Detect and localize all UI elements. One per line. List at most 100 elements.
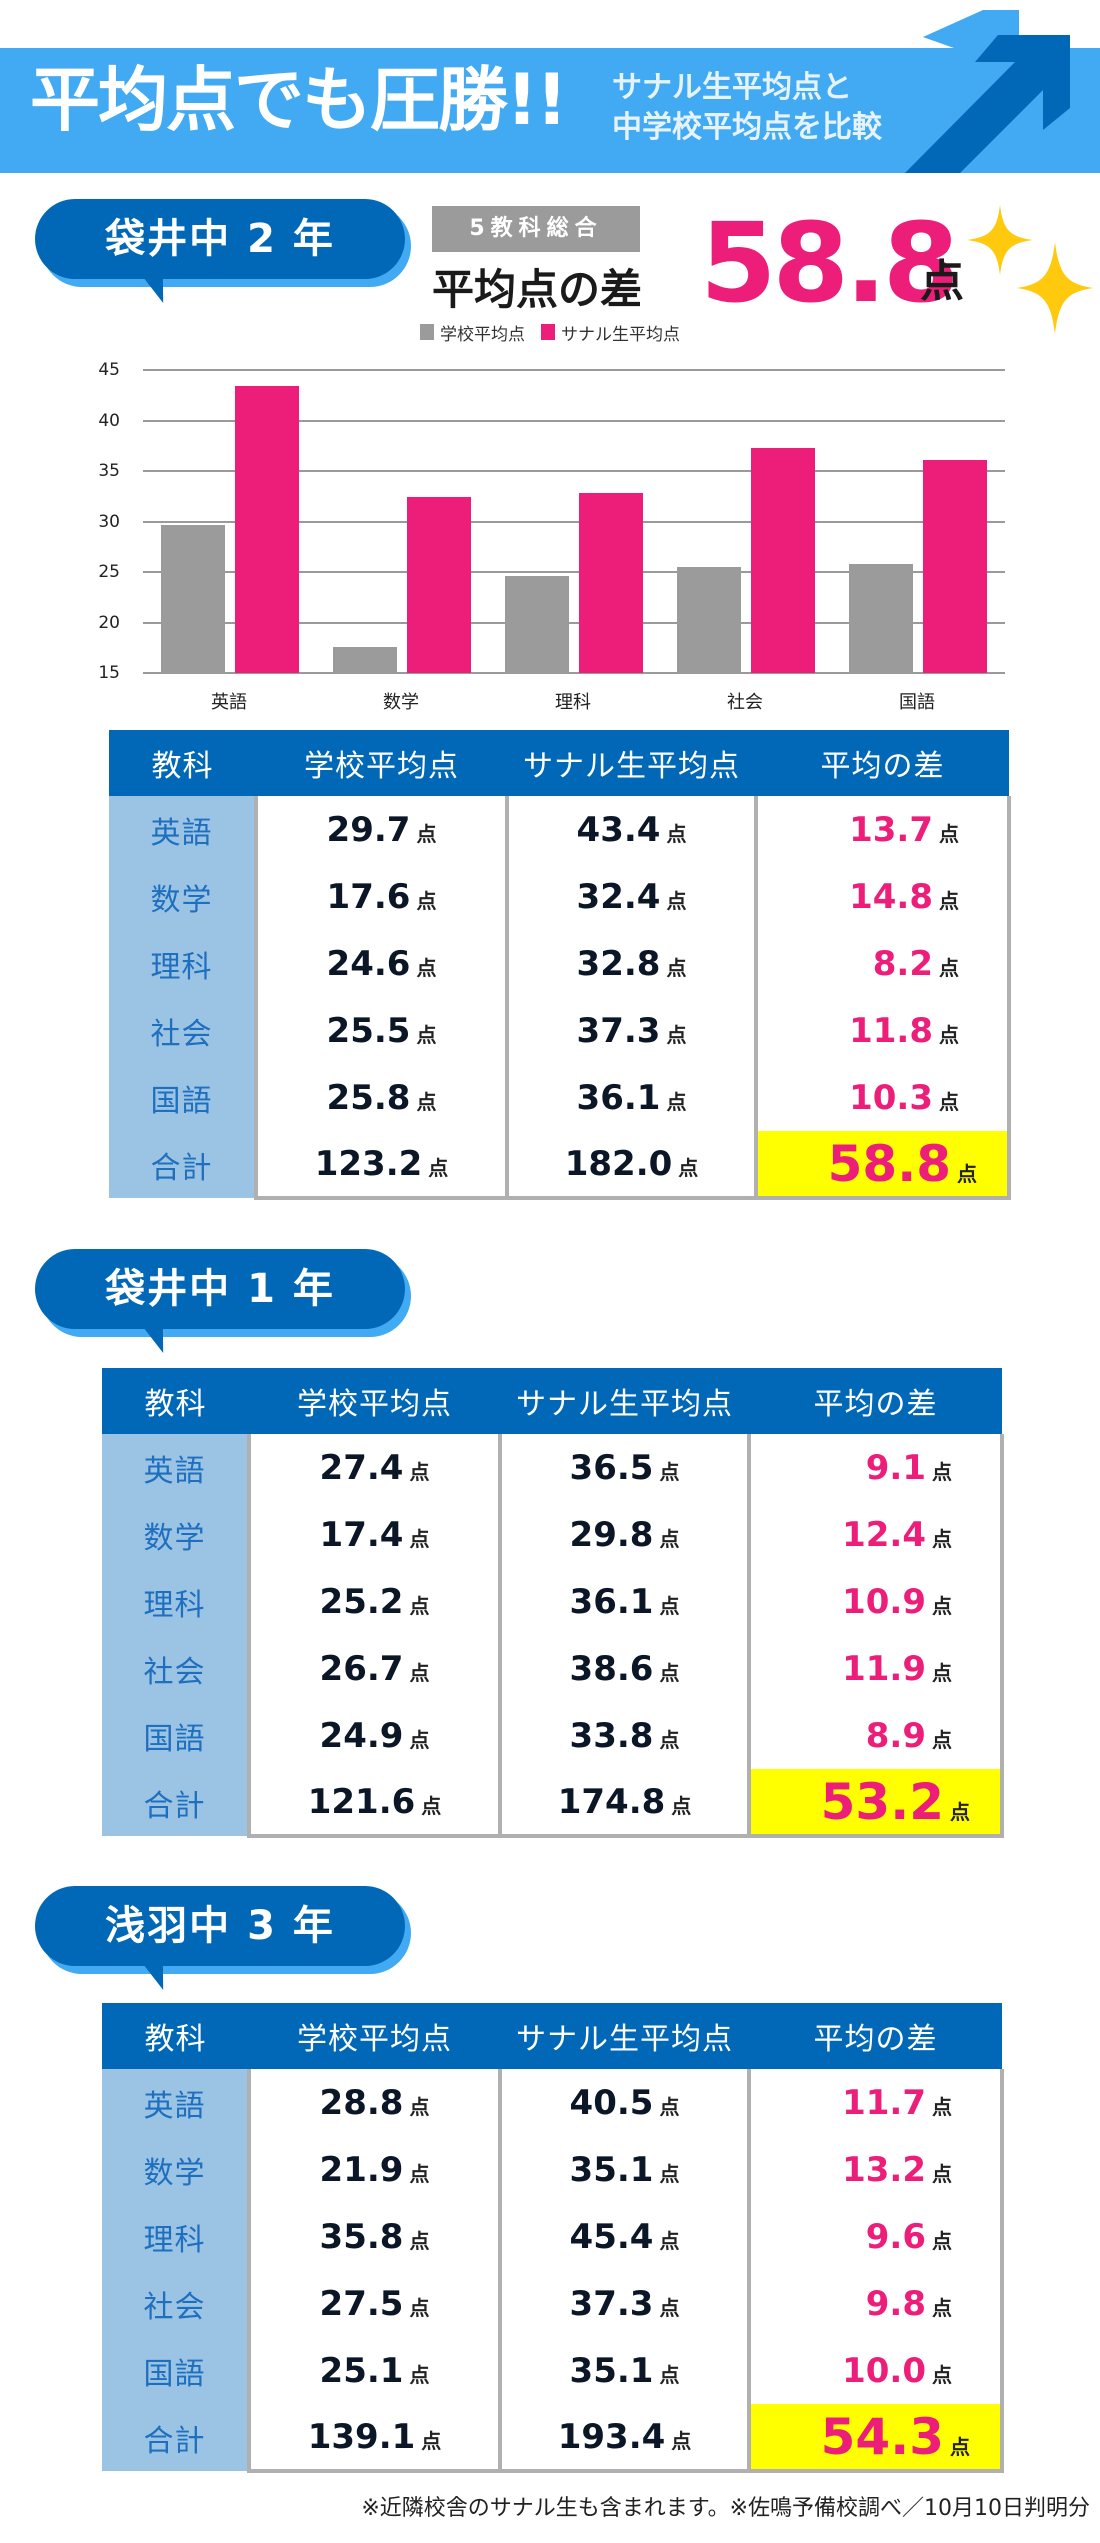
table-row: 国語 25.8 点 36.1 点 10.3 点 [109, 1064, 1011, 1131]
school-value: 35.8 [319, 2216, 404, 2257]
y-tick-label: 45 [98, 360, 120, 380]
table-row: 社会 26.7 点 38.6 点 11.9 点 [102, 1635, 1004, 1702]
subject-value: 英語 [143, 1453, 206, 1489]
cell-diff: 10.3 点 [754, 1064, 1011, 1131]
chart-legend: 学校平均点 サナル生平均点 [0, 320, 1100, 345]
cell-school: 21.9 点 [247, 2136, 500, 2203]
score-table-section-1: 教科 学校平均点 サナル生平均点 平均の差 英語 29.7 点 43.4 点 13.7 点数学 17.… [109, 730, 1011, 1200]
column-header: サナル生平均点 [500, 1368, 749, 1434]
unit-label: 点 [659, 2161, 680, 2186]
diff-value: 10.0 [842, 2350, 926, 2391]
banner-title: 平均点でも圧勝!! [30, 59, 568, 141]
subject-value: 社会 [150, 1016, 213, 1052]
table-row: 国語 24.9 点 33.8 点 8.9 点 [102, 1702, 1004, 1769]
bar-school [161, 524, 225, 673]
legend-swatch-school [420, 324, 434, 340]
diff-value: 12.4 [842, 1514, 926, 1555]
cell-diff: 8.2 点 [754, 930, 1011, 997]
sanaru-value: 32.8 [576, 943, 661, 984]
table-row: 英語 29.7 点 43.4 点 13.7 点 [109, 796, 1011, 863]
score-table-section-2: 教科 学校平均点 サナル生平均点 平均の差 英語 27.4 点 36.5 点 9.1 点数学 17.4… [102, 1368, 1004, 1838]
legend-label-sanaru: サナル生平均点 [561, 324, 680, 345]
bar-chart: 学校平均点 サナル生平均点 15 20 25 30 35 40 45 英語 数学 理科 社会 国語 [0, 320, 1100, 720]
table-row: 理科 35.8 点 45.4 点 9.6 点 [102, 2203, 1004, 2270]
unit-label: 点 [409, 1526, 430, 1551]
cell-sanaru: 40.5 点 [498, 2069, 749, 2136]
unit-label: 点 [416, 821, 437, 846]
bubble-body [35, 1886, 405, 1966]
table-row: 国語 25.1 点 35.1 点 10.0 点 [102, 2337, 1004, 2404]
unit-label: 点 [409, 1727, 430, 1752]
diff-value: 9.6 [865, 2216, 926, 2257]
sanaru-value: 37.3 [569, 2283, 654, 2324]
sanaru-value: 45.4 [569, 2216, 654, 2257]
table-header-row: 教科 学校平均点 サナル生平均点 平均の差 [102, 1368, 1002, 1434]
cell-school: 17.6 点 [254, 863, 507, 930]
legend-label-school: 学校平均点 [440, 324, 525, 345]
gridline [143, 672, 1005, 674]
unit-label: 点 [932, 1660, 952, 1685]
unit-label: 点 [950, 1799, 970, 1824]
school-value: 24.6 [326, 943, 411, 984]
cell-diff: 58.8 点 [754, 1131, 1011, 1200]
subject-value: 国語 [143, 2356, 206, 2392]
table-header-row: 教科 学校平均点 サナル生平均点 平均の差 [102, 2003, 1002, 2069]
table-row: 数学 17.6 点 32.4 点 14.8 点 [109, 863, 1011, 930]
subject-value: 理科 [150, 949, 213, 985]
y-tick-label: 30 [98, 511, 120, 532]
table-total-row: 合計 139.1 点 193.4 点 54.3 点 [102, 2404, 1004, 2473]
cell-school: 123.2 点 [254, 1131, 507, 1200]
cell-diff: 14.8 点 [754, 863, 1011, 930]
sanaru-value: 36.5 [569, 1447, 654, 1488]
column-header: サナル生平均点 [500, 2003, 749, 2069]
diff-value: 11.8 [849, 1010, 933, 1051]
bar-school [505, 576, 569, 673]
sanaru-value: 43.4 [576, 809, 661, 850]
y-tick-label: 20 [98, 612, 120, 633]
diff-value: 58.8 [827, 1134, 951, 1193]
cell-sanaru: 35.1 点 [498, 2136, 749, 2203]
cell-school: 17.4 点 [247, 1501, 500, 1568]
school-value: 123.2 [314, 1143, 423, 1184]
bar-sanaru [407, 497, 471, 673]
cell-school: 28.8 点 [247, 2069, 500, 2136]
subject-value: 合計 [143, 1788, 206, 1824]
cell-diff: 12.4 点 [747, 1501, 1004, 1568]
y-tick-label: 40 [98, 410, 120, 431]
school-value: 25.1 [319, 2350, 404, 2391]
unit-label: 点 [421, 2428, 442, 2453]
cell-school: 121.6 点 [247, 1769, 500, 1838]
cell-diff: 10.9 点 [747, 1568, 1004, 1635]
unit-label: 点 [409, 1660, 430, 1685]
column-header: 学校平均点 [256, 730, 507, 796]
school-value: 24.9 [319, 1715, 404, 1756]
cell-subject: 国語 [102, 1702, 249, 1769]
summary-value: 58.8 [700, 199, 959, 327]
subject-value: 国語 [143, 1721, 206, 1757]
cell-subject: 数学 [102, 2136, 249, 2203]
cell-diff: 8.9 点 [747, 1702, 1004, 1769]
unit-label: 点 [428, 1155, 449, 1180]
unit-label: 点 [409, 2362, 430, 2387]
table-row: 英語 27.4 点 36.5 点 9.1 点 [102, 1434, 1004, 1501]
sanaru-value: 40.5 [569, 2082, 654, 2123]
subject-value: 社会 [143, 2289, 206, 2325]
footnote: ※近隣校舎のサナル生も含まれます。※佐鳴予備校調べ／10月10日判明分 [361, 2496, 1090, 2521]
unit-label: 点 [659, 1593, 680, 1618]
cell-subject: 理科 [102, 2203, 249, 2270]
subject-value: 合計 [143, 2423, 206, 2459]
unit-label: 点 [416, 888, 437, 913]
cell-subject: 数学 [102, 1501, 249, 1568]
cell-school: 24.6 点 [254, 930, 507, 997]
gridline [143, 470, 1005, 472]
unit-label: 点 [666, 1022, 687, 1047]
diff-value: 14.8 [849, 876, 933, 917]
cell-sanaru: 35.1 点 [498, 2337, 749, 2404]
bar-school [677, 566, 741, 673]
cell-subject: 英語 [102, 1434, 249, 1501]
school-value: 27.5 [319, 2283, 404, 2324]
school-value: 25.2 [319, 1581, 404, 1622]
subject-value: 数学 [143, 1520, 206, 1556]
cell-diff: 53.2 点 [747, 1769, 1004, 1838]
unit-label: 点 [671, 1793, 692, 1818]
